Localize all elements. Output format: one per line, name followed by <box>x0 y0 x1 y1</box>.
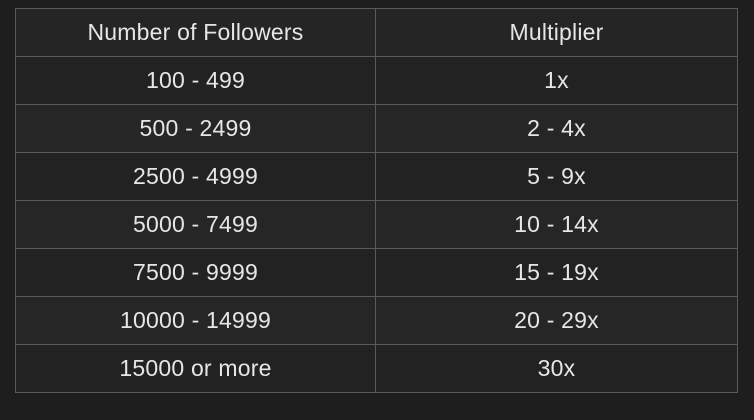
multiplier-cell: 10 - 14x <box>375 200 738 249</box>
multiplier-cell: 2 - 4x <box>375 104 738 153</box>
header-multiplier: Multiplier <box>375 8 738 57</box>
followers-cell: 5000 - 7499 <box>15 200 376 249</box>
table-row: 5000 - 7499 10 - 14x <box>15 200 738 249</box>
followers-cell: 10000 - 14999 <box>15 296 376 345</box>
multiplier-cell: 20 - 29x <box>375 296 738 345</box>
followers-cell: 2500 - 4999 <box>15 152 376 201</box>
table-row: 15000 or more 30x <box>15 344 738 393</box>
followers-multiplier-table-container: Number of Followers Multiplier 100 - 499… <box>15 8 738 393</box>
table-row: 500 - 2499 2 - 4x <box>15 104 738 153</box>
followers-cell: 500 - 2499 <box>15 104 376 153</box>
table-row: 2500 - 4999 5 - 9x <box>15 152 738 201</box>
followers-cell: 100 - 499 <box>15 56 376 105</box>
multiplier-cell: 5 - 9x <box>375 152 738 201</box>
table-row: 7500 - 9999 15 - 19x <box>15 248 738 297</box>
followers-cell: 7500 - 9999 <box>15 248 376 297</box>
table-row: 100 - 499 1x <box>15 56 738 105</box>
table-row: 10000 - 14999 20 - 29x <box>15 296 738 345</box>
table-header-row: Number of Followers Multiplier <box>15 8 738 57</box>
header-number-of-followers: Number of Followers <box>15 8 376 57</box>
multiplier-cell: 1x <box>375 56 738 105</box>
multiplier-cell: 15 - 19x <box>375 248 738 297</box>
multiplier-cell: 30x <box>375 344 738 393</box>
followers-multiplier-table: Number of Followers Multiplier 100 - 499… <box>15 8 738 393</box>
followers-cell: 15000 or more <box>15 344 376 393</box>
